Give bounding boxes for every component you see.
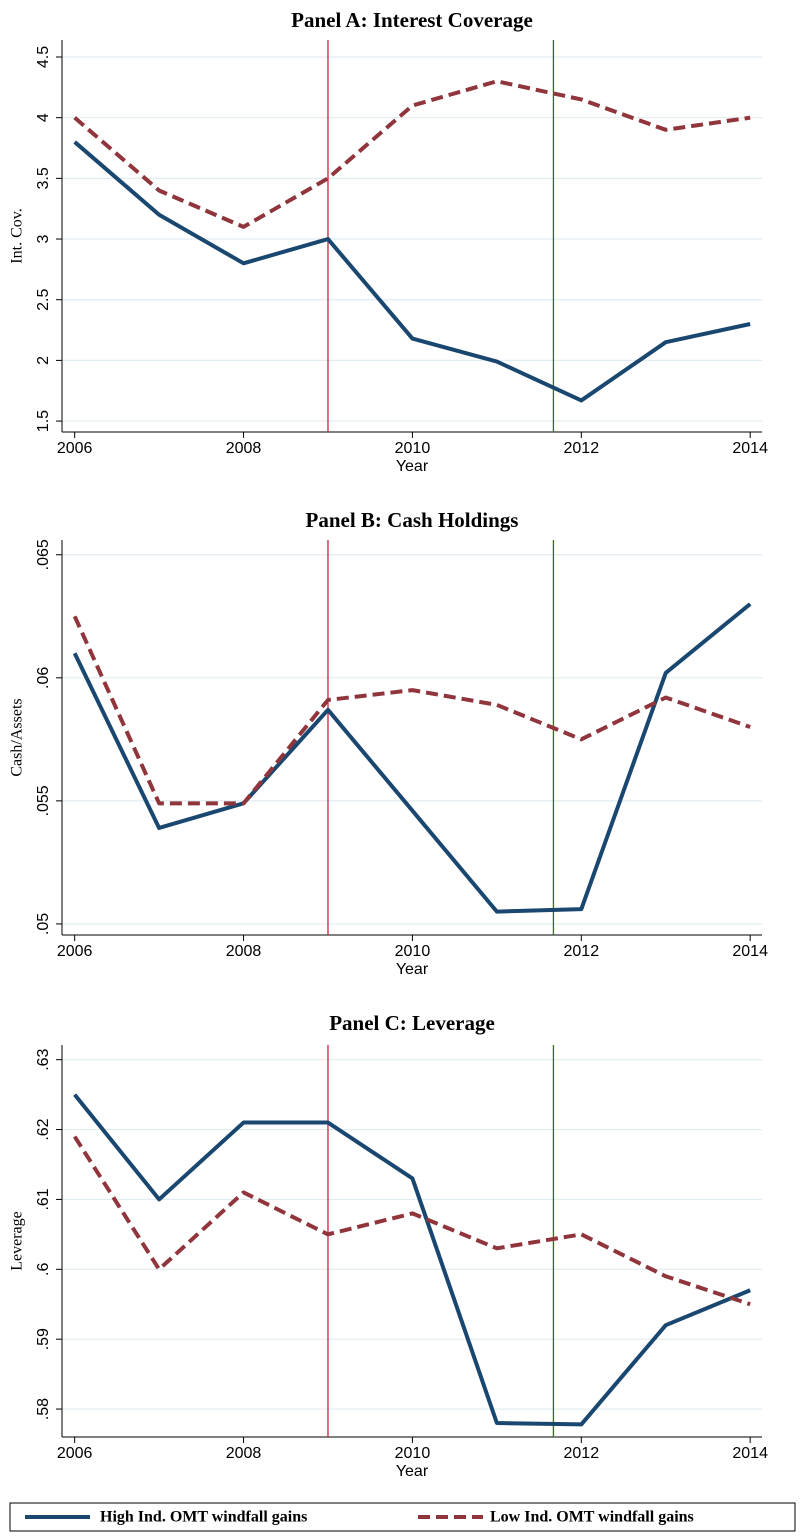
panel-title: Panel A: Interest Coverage [291,8,533,32]
x-tick-label: 2010 [395,1445,431,1462]
y-tick-label: 3 [35,234,52,243]
y-tick-label: .6 [35,1263,52,1276]
y-axis-title: Int. Cov. [9,208,26,263]
x-tick-label: 2008 [226,1445,262,1462]
y-tick-label: 4 [35,113,52,122]
x-tick-label: 2006 [57,1445,93,1462]
panel-title: Panel B: Cash Holdings [306,508,519,532]
y-tick-label: 1.5 [35,410,52,432]
x-axis-title: Year [396,961,429,978]
legend-label: Low Ind. OMT windfall gains [490,1509,694,1526]
series-line [73,140,751,403]
y-tick-label: 2 [35,356,52,365]
y-tick-label: 2.5 [35,288,52,310]
series-line [73,1093,751,1427]
x-tick-label: 2012 [564,440,600,457]
x-tick-label: 2008 [226,943,262,960]
x-tick-label: 2012 [564,943,600,960]
x-tick-label: 2006 [57,440,93,457]
y-axis-title: Leverage [9,1211,26,1271]
y-tick-label: .62 [35,1118,52,1140]
y-tick-label: .59 [35,1328,52,1350]
y-tick-label: .06 [35,667,52,689]
x-axis-title: Year [396,1463,429,1480]
y-tick-label: .63 [35,1048,52,1070]
series-line [72,1135,751,1307]
x-tick-label: 2014 [732,943,768,960]
legend-box [9,1502,796,1532]
y-tick-label: .58 [35,1398,52,1420]
y-tick-label: 3.5 [35,167,52,189]
legend-label: High Ind. OMT windfall gains [100,1509,307,1526]
x-axis-title: Year [396,458,429,475]
x-tick-label: 2010 [395,943,431,960]
y-axis-title: Cash/Assets [9,698,26,776]
y-tick-label: .61 [35,1188,52,1210]
series-line [73,79,751,229]
y-tick-label: .05 [35,913,52,935]
y-tick-label: .055 [35,785,52,816]
series-line [72,602,752,914]
x-tick-label: 2008 [226,440,262,457]
x-tick-label: 2006 [57,943,93,960]
panel-title: Panel C: Leverage [329,1011,495,1035]
x-tick-label: 2012 [564,1445,600,1462]
y-tick-label: .065 [35,539,52,570]
y-tick-label: 4.5 [35,46,52,68]
x-tick-label: 2014 [732,1445,768,1462]
x-tick-label: 2014 [732,440,768,457]
x-tick-label: 2010 [395,440,431,457]
series-line [72,615,751,806]
